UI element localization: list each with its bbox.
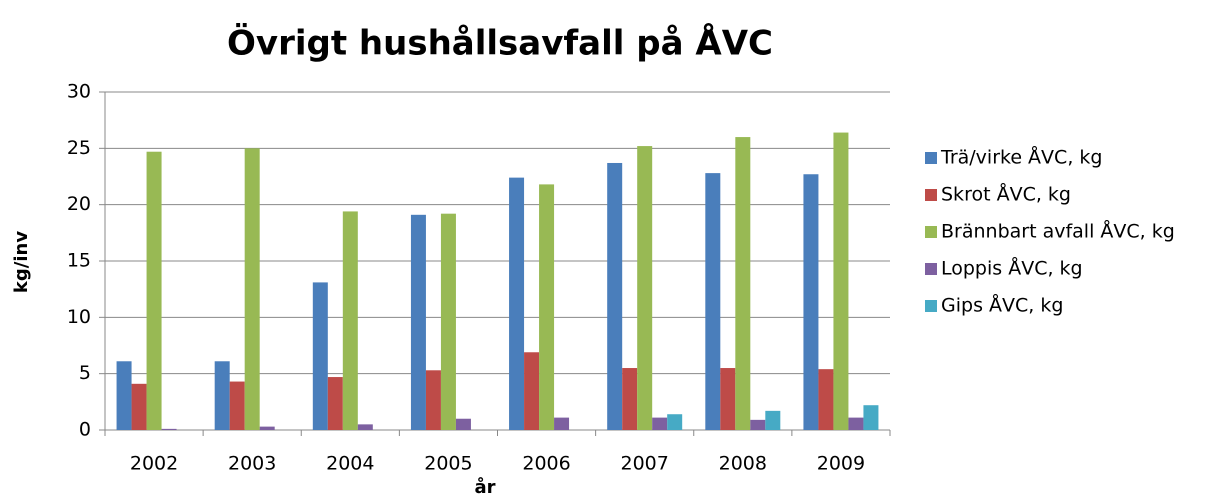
legend-label: Skrot ÅVC, kg <box>941 183 1071 206</box>
bar <box>539 184 555 430</box>
bar <box>524 352 540 430</box>
y-tick-label: 25 <box>67 137 91 159</box>
bar <box>765 410 781 430</box>
x-tick-label: 2009 <box>817 453 865 475</box>
bar <box>146 151 162 431</box>
bar <box>554 417 570 430</box>
bar <box>637 146 653 430</box>
chart-title: Övrigt hushållsavfall på ÅVC <box>227 23 773 64</box>
bar <box>622 368 638 430</box>
bar <box>259 426 275 430</box>
bar <box>667 414 683 430</box>
bar <box>116 361 132 430</box>
y-tick-label: 15 <box>67 250 91 272</box>
bar <box>803 174 819 430</box>
y-axis-label: kg/inv <box>11 231 32 293</box>
bar <box>425 370 441 430</box>
y-tick-label: 10 <box>67 306 91 328</box>
bar <box>848 417 864 430</box>
legend-label: Brännbart avfall ÅVC, kg <box>941 220 1175 243</box>
legend-label: Trä/virke ÅVC, kg <box>940 146 1102 169</box>
x-tick-label: 2007 <box>621 453 669 475</box>
x-tick-label: 2008 <box>719 453 767 475</box>
legend-swatch <box>925 189 937 201</box>
legend-swatch <box>925 300 937 312</box>
legend-label: Loppis ÅVC, kg <box>941 257 1083 280</box>
bar <box>705 173 721 430</box>
bar <box>833 132 849 430</box>
bar <box>131 383 147 430</box>
y-tick-label: 5 <box>79 362 91 384</box>
bar <box>750 419 766 430</box>
bar <box>863 405 879 430</box>
bar <box>652 417 668 430</box>
y-tick-label: 20 <box>67 193 91 215</box>
legend-label: Gips ÅVC, kg <box>941 294 1063 317</box>
bar <box>410 214 426 430</box>
bar <box>357 424 373 430</box>
x-tick-label: 2006 <box>522 453 570 475</box>
bar <box>455 418 471 430</box>
bar <box>214 361 230 430</box>
legend-swatch <box>925 152 937 164</box>
bar <box>327 377 343 430</box>
x-tick-label: 2004 <box>326 453 374 475</box>
bar <box>735 137 751 431</box>
bar <box>244 148 260 431</box>
x-tick-label: 2003 <box>228 453 276 475</box>
bar <box>342 211 358 430</box>
legend-swatch <box>925 226 937 238</box>
legend-swatch <box>925 263 937 275</box>
bar <box>607 162 623 431</box>
bar <box>818 369 834 430</box>
x-tick-label: 2005 <box>424 453 472 475</box>
bar <box>229 381 245 430</box>
bar <box>440 213 456 430</box>
x-tick-label: 2002 <box>130 453 178 475</box>
y-tick-label: 30 <box>67 81 91 103</box>
bar <box>720 368 736 430</box>
bar <box>509 177 525 430</box>
bar <box>161 428 177 430</box>
bar <box>312 282 328 430</box>
y-tick-label: 0 <box>79 419 91 441</box>
x-axis-label: år <box>474 476 495 498</box>
